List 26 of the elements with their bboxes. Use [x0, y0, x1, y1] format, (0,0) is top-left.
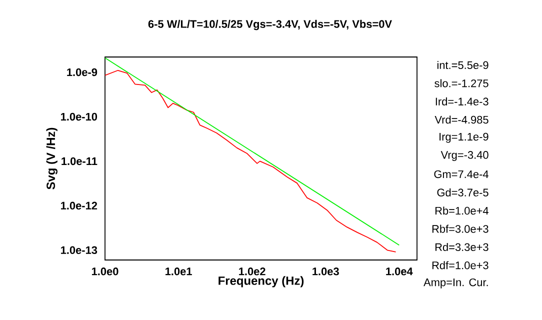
text: Rb=1.0e+4 [435, 206, 488, 215]
x-tick-label: 1.0e4 [386, 268, 413, 276]
x-axis-title: Frequency (Hz) [218, 276, 304, 288]
text: Amp=In. Cur. [424, 278, 488, 288]
text: int.=5.5e-9 [437, 60, 488, 70]
x-tick-label: 1.0e2 [239, 268, 266, 276]
y-tick-label: 1.0e-12 [61, 202, 98, 210]
text: Vrg=-3.40 [440, 151, 488, 161]
text: Rbf=3.0e+3 [432, 224, 488, 233]
y-tick-label: 1.0e-9 [67, 68, 98, 76]
text: slo.=-1.275 [434, 79, 488, 88]
y-tick-label: 1.0e-13 [61, 246, 98, 254]
text: Irg=1.1e-9 [440, 132, 488, 143]
y-axis-title: Svg (V /Hz) [46, 128, 58, 190]
text: Rdf=1.0e+3 [432, 261, 488, 270]
x-tick-label: 1.0e3 [312, 268, 339, 276]
text: Gd=3.7e-5 [437, 188, 488, 196]
y-tick-label: 1.0e-10 [61, 112, 98, 121]
text: Gm=7.4e-4 [434, 170, 488, 178]
x-tick-label: 1.0e0 [92, 268, 118, 276]
y-tick-label: 1.0e-11 [62, 157, 98, 166]
chart-title: 6-5 W/L/T=10/.5/25 Vgs=-3.4V, Vds=-5V, Vbs=0V [148, 20, 392, 30]
x-tick-label: 1.0e1 [166, 268, 192, 276]
text: Ird=-1.4e-3 [436, 97, 488, 106]
text: Rd=3.3e+3 [435, 242, 488, 252]
text: Vrd=-4.985 [434, 116, 488, 124]
